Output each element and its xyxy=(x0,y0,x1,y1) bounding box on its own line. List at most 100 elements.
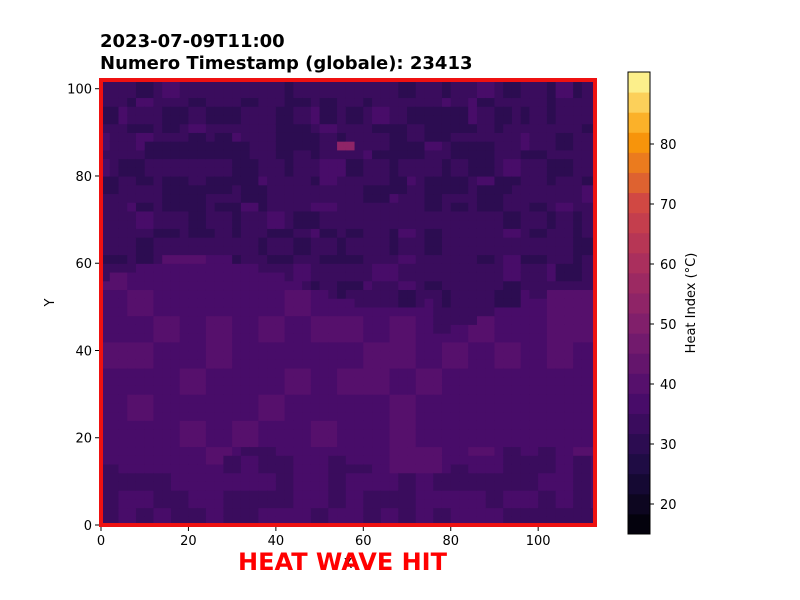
heatmap-cell xyxy=(468,402,478,413)
heatmap-cell xyxy=(372,202,382,212)
heatmap-cell xyxy=(179,394,190,404)
heatmap-cell xyxy=(581,114,592,125)
heatmap-cell xyxy=(232,324,242,334)
heatmap-cell xyxy=(511,498,522,509)
chart-title-global-number: Numero Timestamp (globale): 23413 xyxy=(100,53,473,74)
heatmap-cell xyxy=(345,385,356,395)
heatmap-cell xyxy=(450,341,461,352)
heatmap-cell xyxy=(101,114,111,125)
heatmap-cell xyxy=(415,149,426,160)
heatmap-cell xyxy=(468,429,478,439)
heatmap-cell xyxy=(433,298,443,308)
heatmap-cell xyxy=(363,123,373,133)
heatmap-cell xyxy=(249,394,259,404)
heatmap-cell xyxy=(494,271,504,282)
heatmap-cell xyxy=(144,359,155,369)
heatmap-cell xyxy=(555,271,565,282)
heatmap-cell xyxy=(407,472,417,482)
heatmap-cell xyxy=(581,516,592,525)
heatmap-cell xyxy=(459,498,469,509)
heatmap-cell xyxy=(494,324,504,334)
heatmap-cell xyxy=(284,516,294,525)
heatmap-cell xyxy=(328,88,338,99)
heatmap-cell xyxy=(135,289,146,299)
heatmap-cell xyxy=(205,97,216,107)
heatmap-cell xyxy=(214,202,225,212)
heatmap-cell xyxy=(450,420,461,430)
heatmap-cell xyxy=(205,394,216,404)
heatmap-cell xyxy=(232,367,242,378)
heatmap-cell xyxy=(433,463,443,474)
heatmap-cell xyxy=(441,219,452,229)
heatmap-cell xyxy=(127,175,137,186)
heatmap-cell xyxy=(468,463,478,474)
heatmap-cell xyxy=(354,263,364,273)
heatmap-cell xyxy=(328,132,338,142)
heatmap-cell xyxy=(511,184,522,195)
heatmap-cell xyxy=(214,219,225,229)
heatmap-cell xyxy=(214,507,225,517)
heatmap-cell xyxy=(319,123,329,133)
heatmap-cell xyxy=(389,472,399,482)
heatmap-cell xyxy=(249,298,259,308)
heatmap-cell xyxy=(162,472,172,482)
heatmap-cell xyxy=(284,455,294,465)
heatmap-cell xyxy=(267,446,277,456)
heatmap-cell xyxy=(267,376,277,386)
heatmap-cell xyxy=(450,463,461,474)
heatmap-cell xyxy=(415,280,426,291)
heatmap-cell xyxy=(302,97,312,107)
heatmap-cell xyxy=(529,341,539,352)
heatmap-cell xyxy=(258,359,268,369)
heatmap-cell xyxy=(511,280,522,291)
heatmap-cell xyxy=(337,429,347,439)
heatmap-cell xyxy=(232,193,242,203)
heatmap-cell xyxy=(546,350,557,360)
heatmap-cell xyxy=(345,472,356,482)
heatmap-cell xyxy=(101,298,111,308)
heatmap-cell xyxy=(581,149,592,160)
heatmap-cell xyxy=(511,376,522,386)
heatmap-cell xyxy=(258,123,268,133)
heatmap-cell xyxy=(468,376,478,386)
heatmap-cell xyxy=(144,167,155,177)
heatmap-cell xyxy=(144,123,155,133)
heatmap-cell xyxy=(101,106,111,116)
heatmap-cell xyxy=(144,498,155,509)
heatmap-cell xyxy=(302,350,312,360)
heatmap-cell xyxy=(468,446,478,456)
heatmap-cell xyxy=(319,184,329,195)
heatmap-cell xyxy=(529,175,539,186)
heatmap-cell xyxy=(267,324,277,334)
heatmap-cell xyxy=(337,149,347,160)
heatmap-cell xyxy=(162,367,172,378)
heatmap-cell xyxy=(197,298,207,308)
heatmap-cell xyxy=(345,237,356,247)
heatmap-cell xyxy=(337,385,347,395)
heatmap-cell xyxy=(538,245,548,256)
heatmap-cell xyxy=(223,507,233,517)
heatmap-cell xyxy=(144,245,155,256)
heatmap-cell xyxy=(109,271,120,282)
heatmap-cell xyxy=(468,175,478,186)
heatmap-cell xyxy=(354,245,364,256)
heatmap-cell xyxy=(109,411,120,421)
heatmap-cell xyxy=(503,367,513,378)
heatmap-cell xyxy=(555,350,565,360)
heatmap-cell xyxy=(415,254,426,264)
heatmap-cell xyxy=(590,420,595,430)
heatmap-cell xyxy=(319,254,329,264)
heatmap-cell xyxy=(284,167,294,177)
heatmap-cell xyxy=(494,158,504,168)
heatmap-cell xyxy=(424,402,434,413)
heatmap-cell xyxy=(162,446,172,456)
heatmap-cell xyxy=(118,490,128,500)
heatmap-cell xyxy=(407,210,417,221)
heatmap-cell xyxy=(581,132,592,142)
heatmap-cell xyxy=(127,149,137,160)
heatmap-cell xyxy=(380,306,391,317)
heatmap-cell xyxy=(476,333,487,343)
heatmap-cell xyxy=(328,202,338,212)
heatmap-cell xyxy=(363,193,373,203)
heatmap-cell xyxy=(538,228,548,238)
